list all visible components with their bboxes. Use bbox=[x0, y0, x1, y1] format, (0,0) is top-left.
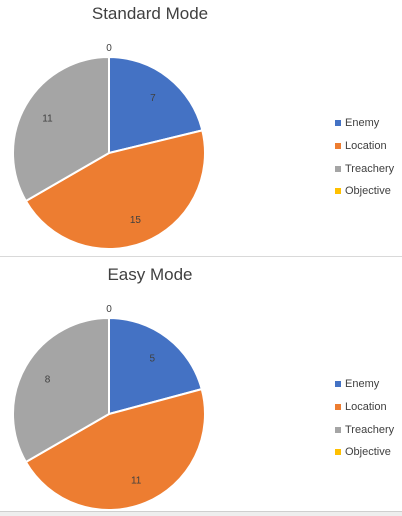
legend-item-enemy: Enemy bbox=[335, 373, 394, 396]
legend-swatch bbox=[335, 165, 341, 172]
data-label-enemy: 5 bbox=[149, 354, 155, 365]
data-label-objective: 0 bbox=[106, 43, 112, 54]
legend-item-enemy: Enemy bbox=[335, 112, 394, 135]
data-label-objective: 0 bbox=[106, 304, 112, 315]
legend-swatch bbox=[335, 404, 341, 411]
pie-slice-enemy bbox=[108, 56, 204, 154]
legend-item-treachery: Treachery bbox=[335, 157, 394, 180]
legend-label: Location bbox=[345, 401, 387, 414]
legend-swatch bbox=[335, 188, 341, 195]
legend-label: Treachery bbox=[345, 423, 395, 436]
pie-slice-enemy bbox=[108, 317, 203, 415]
legend-item-objective: Objective bbox=[335, 180, 394, 203]
legend-swatch bbox=[335, 143, 341, 150]
legend-label: Enemy bbox=[345, 378, 380, 391]
pie-plot: 5 11 8 0 bbox=[12, 304, 206, 511]
legend: Enemy Location Treachery Objective bbox=[335, 373, 394, 464]
legend-item-treachery: Treachery bbox=[335, 418, 394, 441]
legend-swatch bbox=[335, 120, 341, 127]
legend-swatch bbox=[335, 426, 341, 433]
data-label-location: 11 bbox=[131, 476, 142, 487]
legend-item-location: Location bbox=[335, 396, 394, 419]
legend-swatch bbox=[335, 381, 341, 388]
pie-slice-location bbox=[24, 129, 206, 250]
data-label-treachery: 11 bbox=[42, 113, 53, 124]
chart-easy-mode: Easy Mode 5 11 8 0 Enemy Location Treachery… bbox=[0, 261, 402, 516]
legend-item-objective: Objective bbox=[335, 441, 394, 464]
data-label-location: 15 bbox=[130, 215, 142, 226]
divider bbox=[0, 256, 402, 257]
chart-title: Standard Mode bbox=[91, 4, 209, 23]
pie-slice-treachery bbox=[12, 317, 110, 463]
bottom-edge bbox=[0, 511, 402, 516]
chart-title: Easy Mode bbox=[107, 265, 193, 284]
legend-label: Treachery bbox=[345, 162, 395, 175]
data-label-enemy: 7 bbox=[150, 93, 156, 104]
chart-standard-mode: Standard Mode 7 15 11 0 Enemy Location Trea… bbox=[0, 0, 402, 255]
legend-label: Objective bbox=[345, 185, 391, 198]
pie-plot: 7 15 11 0 bbox=[12, 43, 206, 250]
legend-label: Objective bbox=[345, 446, 391, 459]
legend-swatch bbox=[335, 449, 341, 456]
data-label-treachery: 8 bbox=[45, 374, 51, 385]
pie-slice-treachery bbox=[12, 56, 110, 202]
pie-slice-location bbox=[24, 388, 206, 511]
legend-item-location: Location bbox=[335, 135, 394, 158]
legend-label: Location bbox=[345, 140, 387, 153]
legend: Enemy Location Treachery Objective bbox=[335, 112, 394, 203]
legend-label: Enemy bbox=[345, 117, 380, 130]
